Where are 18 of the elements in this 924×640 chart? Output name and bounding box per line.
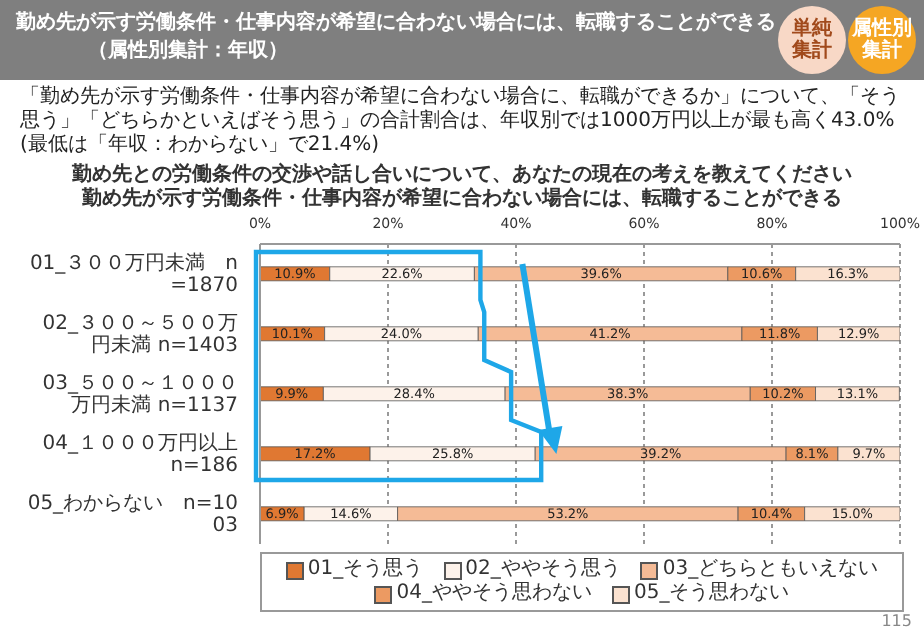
text: 「勤め先が示す労働条件・仕事内容が希望に合わない場合に、転職ができるか」について、「そう思う」「どちらかといえばそう思う」の合計割合は、年収別では1000万円以上が最も高く43.0%(最低は「年収：わからない」で21.4%) [20, 86, 900, 158]
y-tick-label: 03_５００～１０００万円未満 n=1137 [42, 372, 238, 417]
text: 115 [881, 612, 912, 630]
y-tick-label: 05_わからない n=1003 [27, 492, 238, 537]
text: 単純集計 [792, 18, 832, 62]
legend-label: 05_そう思わない [632, 582, 790, 606]
y-tick-label: 04_１０００万円以上 n=186 [42, 430, 238, 477]
y-tick-label: 01_３００万円未満 n=1870 [29, 250, 238, 297]
y-tick-label: 02_３００～５００万円未満 n=1403 [42, 312, 238, 357]
text: 勤め先が示す労働条件・仕事内容が希望に合わない場合には、転職することができる [16, 10, 776, 38]
text: 属性別集計 [852, 18, 912, 62]
legend-label: 02_ややそう思う [463, 558, 621, 582]
chart-title: 勤め先が示す労働条件・仕事内容が希望に合わない場合には、転職することができる [80, 188, 844, 212]
chart-subtitle: （属性別集計：年収） [86, 38, 290, 66]
legend-label: 04_ややそう思わない [394, 582, 592, 606]
text: 勤め先との労働条件の交渉や話し合いについて、あなたの現在の考えを教えてください [70, 164, 854, 186]
legend-label: 01_そう思う [305, 558, 424, 582]
legend-label: 03_どちらともいえない [660, 558, 879, 582]
